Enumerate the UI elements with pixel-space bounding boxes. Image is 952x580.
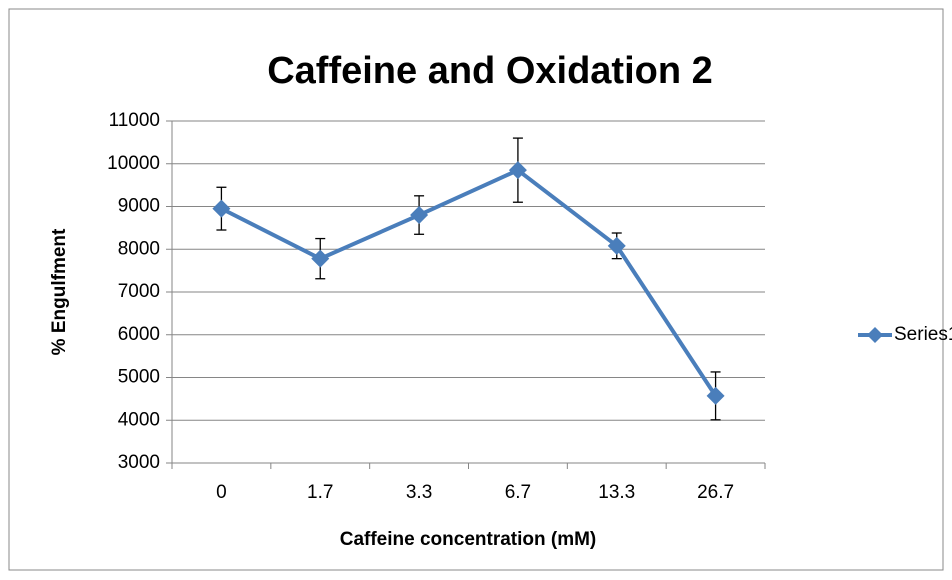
- marker: [508, 161, 527, 180]
- y-tick-label: 4000: [118, 409, 160, 430]
- chart-title: Caffeine and Oxidation 2: [267, 50, 713, 92]
- marker: [706, 386, 725, 405]
- y-tick-label: 10000: [107, 153, 160, 174]
- x-tick-label: 26.7: [697, 482, 734, 503]
- x-axis-label: Caffeine concentration (mM): [340, 529, 597, 550]
- y-axis-label: % Engulfment: [49, 228, 70, 355]
- chart-border: [8, 8, 944, 571]
- marker: [311, 249, 330, 268]
- y-tick-label: 11000: [109, 110, 160, 131]
- y-tick-label: 5000: [118, 367, 160, 388]
- marker: [212, 199, 231, 218]
- y-tick-label: 8000: [118, 238, 160, 259]
- x-tick-label: 6.7: [505, 482, 531, 503]
- x-tick-label: 0: [216, 482, 227, 503]
- y-tick-label: 9000: [118, 196, 160, 217]
- x-tick-label: 13.3: [598, 482, 635, 503]
- series-line: [220, 168, 718, 397]
- marker: [607, 236, 626, 255]
- y-tick-label: 7000: [118, 281, 160, 302]
- legend-label: Series1: [894, 324, 952, 345]
- y-tick-label: 6000: [118, 324, 160, 345]
- y-tick-label: 3000: [118, 452, 160, 473]
- legend-marker: [867, 327, 883, 343]
- x-tick-label: 1.7: [307, 482, 333, 503]
- marker: [410, 206, 429, 225]
- x-tick-label: 3.3: [406, 482, 432, 503]
